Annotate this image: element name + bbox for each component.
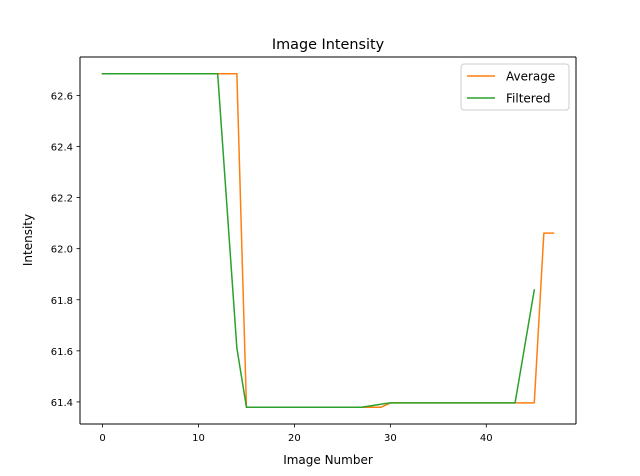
y-tick-label: 62.2	[51, 194, 73, 205]
x-axis-ticks: 0 10 20 30 40	[99, 424, 493, 444]
x-tick-label: 40	[480, 433, 493, 444]
x-tick-label: 20	[288, 433, 301, 444]
legend-label-average: Average	[506, 70, 555, 84]
axes-frame	[79, 56, 577, 425]
x-tick-label: 30	[384, 433, 397, 444]
y-tick-label: 61.4	[51, 398, 73, 409]
x-axis-label: Image Number	[283, 453, 373, 467]
chart-title: Image Intensity	[272, 37, 385, 53]
x-tick-label: 0	[99, 433, 105, 444]
y-axis-label: Intensity	[21, 214, 35, 266]
x-tick-label: 10	[192, 433, 205, 444]
legend-label-filtered: Filtered	[506, 92, 550, 106]
y-tick-label: 62.4	[51, 143, 73, 154]
y-tick-label: 62.0	[51, 245, 73, 256]
legend: Average Filtered	[460, 63, 570, 111]
y-axis-ticks: 61.4 61.6 61.8 62.0 62.2 62.4 62.6	[51, 91, 80, 409]
y-tick-label: 61.8	[51, 296, 73, 307]
series-line-filtered	[101, 72, 536, 409]
series-layer	[101, 72, 555, 409]
plot-area	[80, 57, 576, 424]
y-tick-label: 61.6	[51, 347, 73, 358]
y-tick-label: 62.6	[51, 91, 73, 102]
